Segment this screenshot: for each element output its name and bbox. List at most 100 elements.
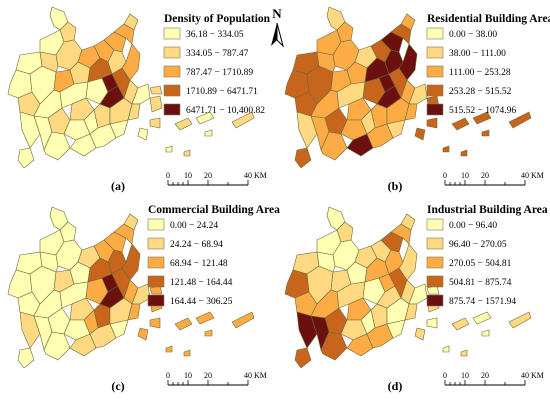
map-region [131,283,151,305]
north-arrow-icon: N [271,6,284,48]
legend-label: 270.05 − 504.81 [449,259,512,269]
map-region [174,317,193,331]
legend: Residential Building Area 0.00 − 38.00 38… [426,13,550,116]
map-region [390,223,412,245]
legend-swatch [426,256,444,269]
scale-bar-label: 10 [184,371,192,380]
map-region [426,317,438,329]
map-region [165,345,173,353]
map-region [69,333,97,357]
legend-label: 6471.71 − 10,400.82 [186,106,265,116]
legend-label: 36.18 − 334.05 [186,30,244,40]
legend-label: 0.00 − 38.00 [449,30,497,40]
map-region [149,317,161,329]
legend-label: 515.52 − 1074.96 [449,106,516,116]
legend-label: 334.05 − 787.47 [186,49,249,59]
scale-bar-label: 20 [481,371,489,380]
map-region [113,23,135,45]
scale-bar-label: 40 KM [244,371,267,380]
legend-label: 38.00 − 111.00 [449,49,506,59]
map-region [451,317,470,331]
map-region [69,133,97,157]
map-region [183,149,191,157]
map-region [39,251,59,273]
scale-bar: 0 10 20 40 KM [166,371,267,386]
map-region [19,111,41,149]
panel-letter: (b) [388,179,403,193]
legend-swatch [426,84,444,97]
scale-bar-label: 0 [166,171,170,180]
legend-label: 68.94 − 121.48 [170,259,228,269]
map-region [127,103,141,121]
map-region [346,133,374,157]
legend-swatch [426,65,444,78]
legend-title: Residential Building Area [427,13,550,25]
map-region [451,117,470,131]
map-panel-d: Industrial Building Area 0.00 − 96.40 96.… [284,204,548,393]
scale-bar-label: 40 KM [244,171,267,180]
map-region [123,13,139,31]
map-region [380,31,404,53]
map-region [398,43,418,81]
map-region [380,231,404,253]
map-region [316,51,336,73]
legend-swatch [147,275,165,288]
legend-swatch [147,294,165,307]
map-region [296,311,318,349]
legend-entries: 0.00 − 96.40 96.40 − 270.05 270.05 − 504.8… [426,218,516,307]
map-region [149,85,163,95]
map-region [204,129,213,137]
legend: Density of Population 36.18 − 334.05 334.… [163,13,271,116]
map-region [400,13,416,31]
map-regions [284,6,532,169]
legend-swatch [426,237,444,250]
map-region [183,349,191,357]
map-region [131,83,151,105]
legend-title: Commercial Building Area [148,204,280,216]
map-region [442,345,450,353]
map-region [149,95,163,113]
map-regions [7,206,255,369]
legend-swatch [163,84,181,97]
legend-swatch [426,218,444,231]
map-region [296,111,318,149]
map-region [195,311,215,325]
map-region [414,327,426,341]
legend-label: 504.81 − 875.74 [449,278,512,288]
map-region [294,347,312,369]
legend-title: Density of Population [164,13,271,25]
legend-swatch [163,65,181,78]
map-region [19,311,41,349]
map-region [346,333,374,357]
map-region [460,349,468,357]
map-regions [284,206,532,369]
scale-bar-label: 20 [204,171,212,180]
legend-entries: 0.00 − 24.24 24.24 − 68.94 68.94 − 121.48 1… [147,218,233,307]
map-region [165,145,173,153]
legend-swatch [426,46,444,59]
scale-bar: 0 10 20 40 KM [166,171,267,186]
map-region [316,251,336,273]
panel-letter: (d) [388,379,403,393]
map-panel-c: Commercial Building Area 0.00 − 24.24 24.… [7,204,280,393]
map-region [442,145,450,153]
map-region [426,117,438,129]
legend-swatch [147,237,165,250]
map-region [481,129,490,137]
legend-swatch [426,103,444,116]
legend-label: 111.00 − 253.28 [449,68,511,78]
map-region [137,327,149,341]
legend-label: 121.48 − 164.44 [170,278,233,288]
legend-entries: 36.18 − 334.05 334.05 − 787.47 787.47 − 17… [163,27,265,116]
scale-bar-label: 10 [184,171,192,180]
map-region [390,23,412,45]
legend-label: 0.00 − 24.24 [170,221,218,231]
scale-bar-label: 0 [166,371,170,380]
map-region [231,111,255,129]
scale-bar-label: 0 [443,371,447,380]
panel-letter: (a) [111,179,125,193]
panel-letter: (c) [111,379,124,393]
legend-label: 24.24 − 68.94 [170,240,223,250]
map-region [39,51,59,73]
scale-bar-label: 10 [461,371,469,380]
